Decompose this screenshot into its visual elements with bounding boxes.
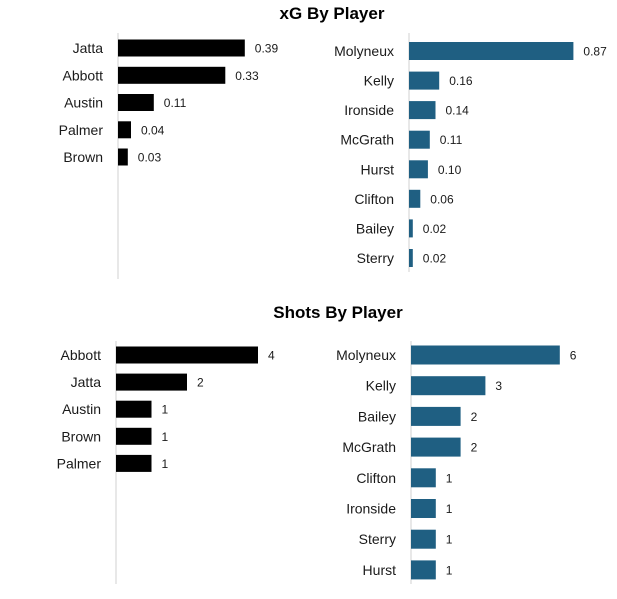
bar xyxy=(411,529,436,549)
bar xyxy=(409,189,421,208)
data-label: 1 xyxy=(446,471,453,485)
bar xyxy=(409,71,440,90)
category-label: Palmer xyxy=(57,455,102,471)
data-label: 1 xyxy=(446,502,453,516)
bar xyxy=(411,376,486,396)
category-label: Bailey xyxy=(358,408,396,424)
data-label: 2 xyxy=(471,410,478,424)
data-label: 3 xyxy=(495,379,502,393)
bar xyxy=(118,66,226,84)
category-label: McGrath xyxy=(340,132,394,148)
data-label: 0.16 xyxy=(449,74,473,88)
category-label: Kelly xyxy=(366,378,396,394)
bar xyxy=(411,499,436,518)
bar xyxy=(409,249,413,267)
data-label: 0.14 xyxy=(446,104,470,118)
panel-0-0: Jatta 0.39 Abbott 0.33 Austin 0.11 Palmer 0.04 B… xyxy=(59,33,279,279)
bar xyxy=(118,39,245,57)
bar xyxy=(118,94,154,111)
bar xyxy=(116,454,152,472)
panel-0-1: Molyneux 0.87 Kelly 0.16 Ironside 0.14 McGrath… xyxy=(334,33,607,272)
data-label: 0.39 xyxy=(255,42,279,56)
bar xyxy=(409,160,428,179)
category-label: McGrath xyxy=(342,439,396,455)
category-label: Palmer xyxy=(59,122,104,138)
panel-1-0: Abbott 4 Jatta 2 Austin 1 Brown 1 Palmer 1 xyxy=(57,341,275,584)
data-label: 0.06 xyxy=(430,192,454,206)
data-label: 0.10 xyxy=(438,163,462,177)
category-label: Abbott xyxy=(63,67,104,83)
category-label: Hurst xyxy=(361,161,395,177)
category-label: Ironside xyxy=(344,102,394,118)
category-label: Austin xyxy=(62,401,101,417)
chart-title-shots: Shots By Player xyxy=(273,303,403,322)
category-label: Molyneux xyxy=(334,43,394,59)
category-label: Austin xyxy=(64,95,103,111)
bar xyxy=(411,437,461,457)
bar xyxy=(116,400,152,418)
category-label: Bailey xyxy=(356,220,394,236)
bar xyxy=(116,427,152,445)
data-label: 1 xyxy=(446,563,453,577)
bar xyxy=(118,148,128,166)
data-label: 0.02 xyxy=(423,251,447,265)
chart-title-xg: xG By Player xyxy=(280,4,385,23)
bar xyxy=(409,219,413,238)
bar xyxy=(409,42,574,60)
plot-area: Jatta 0.39 Abbott 0.33 Austin 0.11 Palmer 0.04 B… xyxy=(57,33,607,584)
category-label: Clifton xyxy=(354,191,394,207)
panel-1-1: Molyneux 6 Kelly 3 Bailey 2 McGrath 2 Clifton 1 Ir… xyxy=(336,341,577,584)
category-label: Kelly xyxy=(364,73,394,89)
category-label: Brown xyxy=(61,428,101,444)
data-label: 1 xyxy=(162,403,169,417)
data-label: 2 xyxy=(197,376,204,390)
data-label: 1 xyxy=(446,533,453,547)
bar xyxy=(409,130,430,149)
category-label: Brown xyxy=(63,149,103,165)
data-label: 0.33 xyxy=(235,69,259,83)
bar xyxy=(116,346,258,364)
category-label: Hurst xyxy=(363,562,397,578)
bar xyxy=(409,101,436,120)
bar xyxy=(411,345,560,365)
data-label: 2 xyxy=(471,441,478,455)
category-label: Molyneux xyxy=(336,347,396,363)
category-label: Clifton xyxy=(356,470,396,486)
category-label: Sterry xyxy=(359,531,396,547)
data-label: 1 xyxy=(162,457,169,471)
data-label: 1 xyxy=(162,430,169,444)
bar xyxy=(116,373,187,391)
category-label: Ironside xyxy=(346,501,396,517)
category-label: Abbott xyxy=(61,347,102,363)
data-label: 0.87 xyxy=(583,45,607,59)
data-label: 0.04 xyxy=(141,123,165,137)
data-label: 4 xyxy=(268,349,275,363)
bar xyxy=(411,560,436,580)
data-label: 0.11 xyxy=(440,133,463,147)
bar xyxy=(411,468,436,488)
bar xyxy=(411,406,461,426)
data-label: 0.11 xyxy=(164,96,187,110)
category-label: Sterry xyxy=(357,250,394,266)
data-label: 6 xyxy=(570,349,577,363)
bar xyxy=(118,121,131,139)
data-label: 0.03 xyxy=(138,151,162,165)
category-label: Jatta xyxy=(73,40,104,56)
category-label: Jatta xyxy=(71,374,102,390)
data-label: 0.02 xyxy=(423,222,447,236)
